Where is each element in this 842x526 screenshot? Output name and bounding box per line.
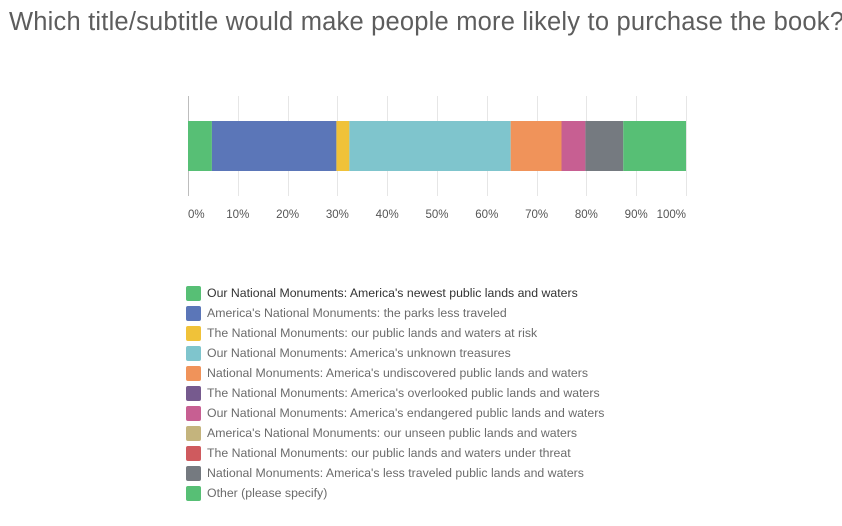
x-tick-label: 60%: [475, 209, 498, 221]
x-tick-label: 70%: [525, 209, 548, 221]
legend-item[interactable]: The National Monuments: our public lands…: [186, 443, 604, 463]
legend-item[interactable]: The National Monuments: America's overlo…: [186, 383, 604, 403]
legend-label: The National Monuments: America's overlo…: [207, 386, 600, 400]
bar-segment: [561, 121, 586, 171]
legend-swatch: [186, 285, 201, 301]
legend-label: America's National Monuments: the parks …: [207, 306, 507, 320]
legend-swatch: [186, 445, 201, 461]
legend-item[interactable]: National Monuments: America's undiscover…: [186, 363, 604, 383]
x-tick-label: 90%: [625, 209, 648, 221]
x-tick-label: 40%: [376, 209, 399, 221]
legend-label: Our National Monuments: America's unknow…: [207, 346, 511, 360]
bar-segment: [349, 121, 511, 171]
legend-label: America's National Monuments: our unseen…: [207, 426, 578, 440]
legend-swatch: [186, 485, 201, 501]
bar-segment: [211, 121, 337, 171]
x-tick-label: 100%: [657, 209, 686, 221]
legend-swatch: [186, 465, 201, 481]
legend-swatch: [186, 405, 201, 421]
x-tick-label: 50%: [425, 209, 448, 221]
legend-item[interactable]: America's National Monuments: the parks …: [186, 303, 604, 323]
bar-segment: [510, 121, 562, 171]
legend-label: Our National Monuments: America's endang…: [207, 406, 605, 420]
legend-item[interactable]: America's National Monuments: our unseen…: [186, 423, 604, 443]
stacked-bar-chart: 0% 10% 20% 30% 40% 50% 60% 70% 80% 90% 100%: [188, 96, 687, 221]
bar-segment: [336, 121, 350, 171]
legend-label: The National Monuments: our public lands…: [207, 326, 538, 340]
legend-item[interactable]: Our National Monuments: America's endang…: [186, 403, 604, 423]
legend-swatch: [186, 305, 201, 321]
bar-segment: [623, 121, 686, 171]
legend-swatch: [186, 365, 201, 381]
legend-swatch: [186, 345, 201, 361]
bar-segment: [585, 121, 624, 171]
legend-swatch: [186, 425, 201, 441]
x-tick-label: 10%: [226, 209, 249, 221]
legend-item[interactable]: Other (please specify): [186, 483, 604, 503]
legend-label: Other (please specify): [207, 486, 328, 500]
chart-legend: Our National Monuments: America's newest…: [186, 283, 604, 503]
legend-swatch: [186, 325, 201, 341]
x-tick-label: 0%: [188, 209, 205, 221]
legend-label: National Monuments: America's less trave…: [207, 466, 584, 480]
bar-segment: [188, 121, 212, 171]
legend-item[interactable]: Our National Monuments: America's unknow…: [186, 343, 604, 363]
legend-item[interactable]: The National Monuments: our public lands…: [186, 323, 604, 343]
question-title: Which title/subtitle would make people m…: [9, 8, 842, 36]
legend-label: Our National Monuments: America's newest…: [207, 286, 578, 300]
legend-item[interactable]: National Monuments: America's less trave…: [186, 463, 604, 483]
x-tick-label: 80%: [575, 209, 598, 221]
legend-item[interactable]: Our National Monuments: America's newest…: [186, 283, 604, 303]
x-tick-label: 30%: [326, 209, 349, 221]
x-tick-label: 20%: [276, 209, 299, 221]
legend-label: National Monuments: America's undiscover…: [207, 366, 589, 380]
legend-swatch: [186, 385, 201, 401]
legend-label: The National Monuments: our public lands…: [207, 446, 571, 460]
